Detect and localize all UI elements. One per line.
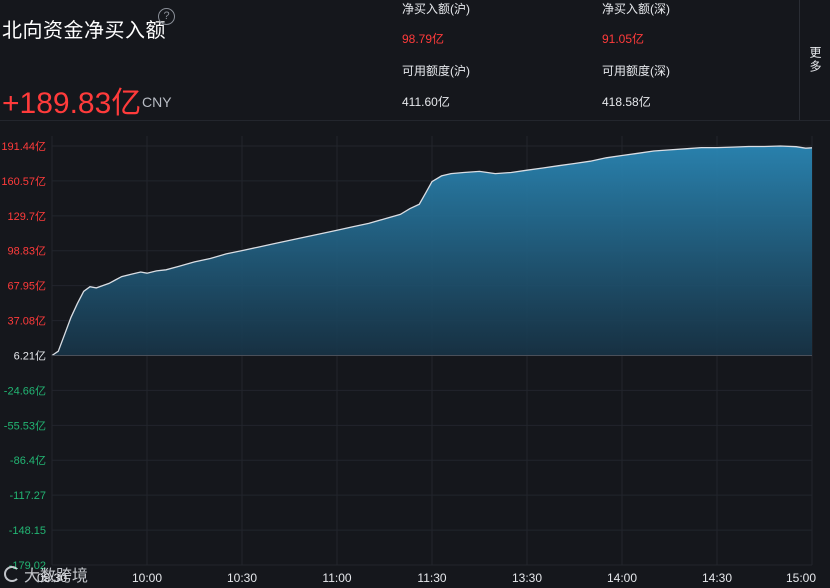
y-tick-label: 67.95亿 bbox=[7, 280, 46, 293]
header: 北向资金净买入额 ? +189.83亿 CNY 净买入额(沪) 98.79亿 可… bbox=[0, 0, 830, 121]
net-inflow-chart: 191.44亿 160.57亿 129.7亿 98.83亿 67.95亿 37.08亿 6.… bbox=[1, 136, 816, 585]
total-net-value: +189.83亿 bbox=[2, 87, 142, 120]
area-layer bbox=[51, 145, 813, 357]
x-tick-label: 10:30 bbox=[227, 571, 257, 585]
sz-quota-value: 418.58亿 bbox=[602, 95, 651, 109]
y-tick-label: -55.53亿 bbox=[4, 419, 46, 432]
sz-net-value: 91.05亿 bbox=[602, 32, 645, 46]
x-tick-label: 09:30 bbox=[37, 571, 67, 585]
y-tick-label: -86.4亿 bbox=[10, 454, 46, 467]
watermark-logo-icon bbox=[4, 566, 20, 582]
y-tick-label: -148.15 bbox=[9, 525, 46, 537]
x-tick-label: 14:30 bbox=[702, 571, 732, 585]
x-tick-label: 15:00 bbox=[786, 571, 816, 585]
y-tick-label: 37.08亿 bbox=[7, 315, 46, 328]
y-axis: 191.44亿 160.57亿 129.7亿 98.83亿 67.95亿 37.08亿 6.… bbox=[1, 140, 46, 572]
total-unit: CNY bbox=[142, 94, 172, 110]
y-tick-label: -117.27 bbox=[10, 490, 47, 502]
x-tick-label: 13:30 bbox=[512, 571, 542, 585]
x-tick-label: 14:00 bbox=[607, 571, 637, 585]
sh-net-label: 净买入额(沪) bbox=[402, 2, 470, 16]
y-tick-label: 98.83亿 bbox=[7, 245, 46, 258]
sh-quota-value: 411.60亿 bbox=[402, 95, 450, 109]
sz-net-label: 净买入额(深) bbox=[602, 2, 670, 16]
x-tick-label: 10:00 bbox=[132, 571, 162, 585]
x-tick-label: 11:30 bbox=[417, 571, 446, 585]
question-circle-icon[interactable]: ? bbox=[158, 8, 175, 25]
x-tick-label: 11:00 bbox=[322, 571, 351, 585]
series-area bbox=[52, 146, 812, 356]
sh-quota-label: 可用额度(沪) bbox=[402, 64, 470, 78]
y-tick-label: 129.7亿 bbox=[7, 210, 46, 223]
more-label: 更多 bbox=[808, 46, 822, 74]
sz-quota-label: 可用额度(深) bbox=[602, 64, 670, 78]
watermark-text: 大数跨境 bbox=[24, 568, 89, 585]
y-tick-label: 6.21亿 bbox=[14, 350, 46, 363]
y-tick-label: 191.44亿 bbox=[1, 140, 46, 153]
x-axis: 09:30 10:00 10:30 11:00 11:30 13:30 14:00 14:30… bbox=[37, 571, 816, 585]
y-tick-label: -24.66亿 bbox=[4, 384, 46, 397]
watermark: 大数跨境 bbox=[4, 562, 88, 586]
page-title: 北向资金净买入额 bbox=[2, 20, 166, 42]
y-tick-label: 160.57亿 bbox=[1, 175, 46, 188]
series-line bbox=[51, 145, 813, 357]
more-button[interactable]: 更多 bbox=[799, 0, 830, 120]
sh-net-value: 98.79亿 bbox=[402, 32, 445, 46]
